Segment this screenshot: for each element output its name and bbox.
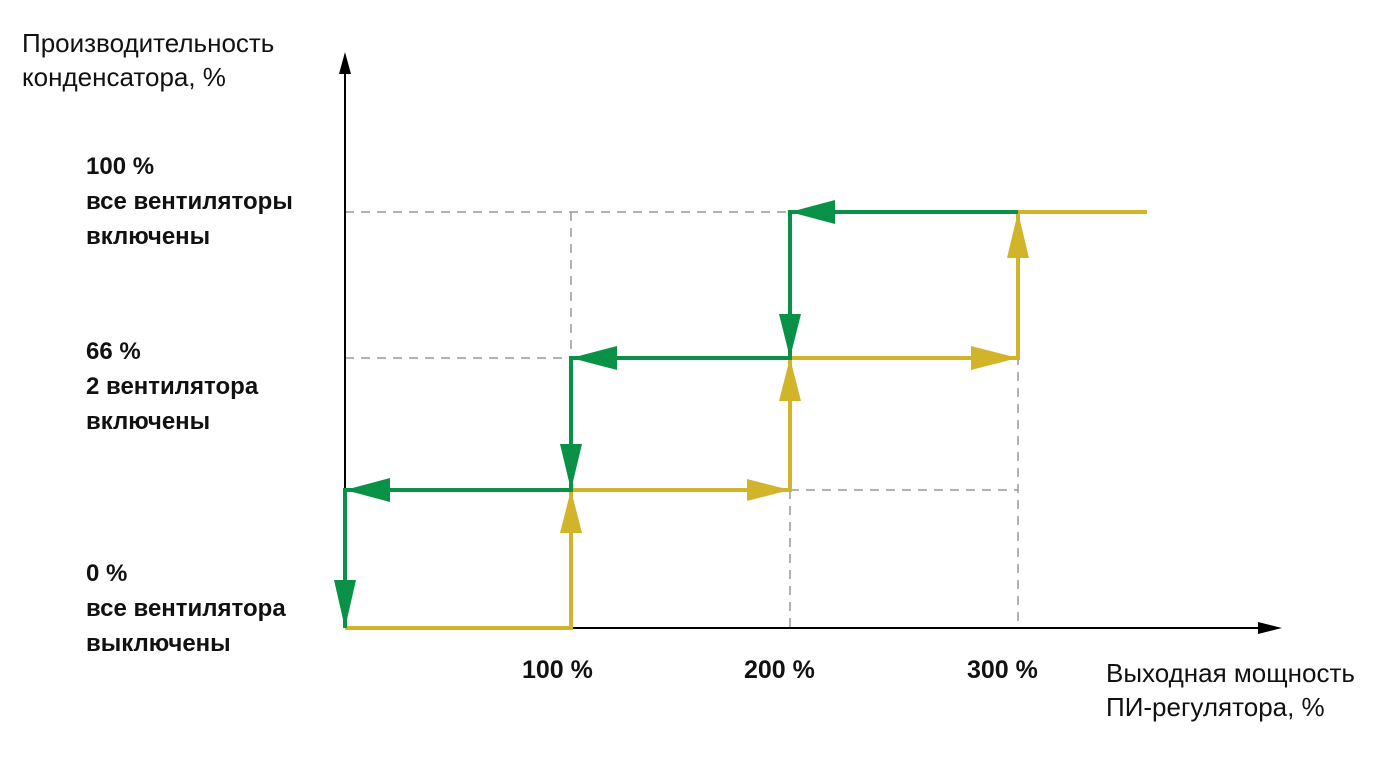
arrow-left-33-level-icon xyxy=(345,478,390,502)
axes xyxy=(339,52,1282,634)
arrow-up-100-icon xyxy=(560,490,582,533)
x-tick-300: 300 % xyxy=(967,656,1038,684)
y-level-label-100: 100 % все вентиляторы включены xyxy=(86,153,293,250)
increase-arrows xyxy=(560,212,1029,533)
y-level-label-66: 66 % 2 вентилятора включены xyxy=(86,338,259,435)
arrow-down-100-icon xyxy=(560,444,582,490)
decrease-path xyxy=(343,210,1018,628)
x-axis-arrow-icon xyxy=(1258,622,1282,634)
decrease-polyline xyxy=(343,210,1018,628)
y-axis-arrow-icon xyxy=(339,52,351,74)
arrow-left-66-level-icon xyxy=(571,346,617,370)
y-axis-title: Производительность конденсатора, % xyxy=(22,28,275,92)
x-axis-title: Выходная мощность ПИ-регулятора, % xyxy=(1106,658,1355,722)
increase-path xyxy=(345,210,1147,630)
increase-polyline xyxy=(345,210,1147,630)
arrow-right-300-icon xyxy=(971,346,1018,370)
arrow-down-0-icon xyxy=(334,580,356,628)
arrow-down-200-icon xyxy=(779,314,801,358)
y-level-label-0: 0 % все вентилятора выключены xyxy=(86,560,286,657)
x-tick-200: 200 % xyxy=(744,656,815,684)
guide-lines xyxy=(345,211,1019,628)
arrow-up-300-icon xyxy=(1007,212,1029,258)
arrow-up-200-icon xyxy=(779,358,801,401)
arrow-left-100-level-icon xyxy=(790,200,835,224)
arrow-right-200-icon xyxy=(747,479,790,501)
x-tick-100: 100 % xyxy=(522,656,593,684)
decrease-arrows xyxy=(334,200,835,628)
